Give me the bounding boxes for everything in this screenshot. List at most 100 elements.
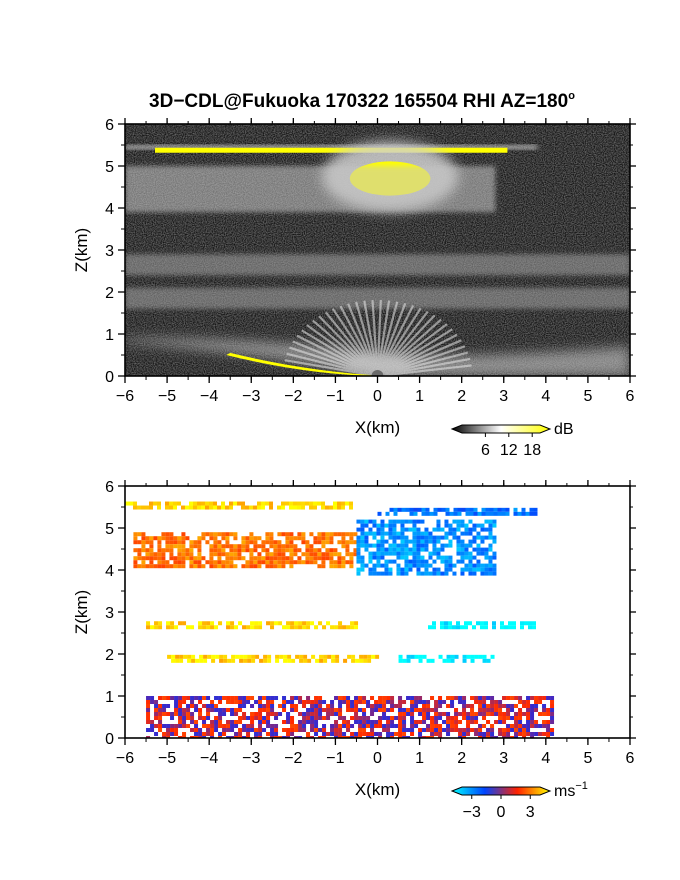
velocity-pixel [338, 621, 343, 626]
velocity-pixel [452, 531, 457, 536]
velocity-pixel [512, 621, 516, 626]
velocity-pixel [295, 654, 300, 659]
velocity-pixel [346, 696, 351, 700]
velocity-pixel [322, 728, 327, 732]
velocity-pixel [261, 560, 266, 565]
velocity-pixel [492, 567, 497, 572]
velocity-pixel [269, 552, 274, 557]
velocity-pixel [494, 704, 499, 708]
velocity-pixel [478, 728, 483, 732]
velocity-pixel [424, 531, 429, 536]
velocity-pixel [426, 658, 431, 663]
velocity-pixel [362, 712, 367, 716]
velocity-pixel [226, 696, 231, 700]
velocity-pixel [416, 535, 421, 540]
velocity-pixel [250, 728, 255, 732]
velocity-pixel [341, 556, 346, 561]
velocity-pixel [402, 736, 407, 738]
velocity-pixel [502, 728, 507, 732]
velocity-pixel [506, 696, 511, 700]
velocity-pixel [384, 547, 389, 552]
velocity-pixel [314, 708, 319, 712]
velocity-pixel [418, 696, 423, 700]
velocity-pixel [384, 559, 389, 564]
velocity-pixel [329, 556, 334, 561]
velocity-pixel [448, 567, 453, 572]
velocity-pixel [125, 501, 129, 506]
velocity-pixel [285, 544, 290, 549]
velocity-pixel [429, 511, 434, 516]
velocity-pixel [286, 736, 291, 738]
velocity-pixel [338, 712, 343, 716]
feature-layer-1-9-km-west [167, 654, 380, 663]
velocity-pixel [450, 720, 455, 724]
velocity-pixel [422, 716, 427, 720]
velocity-pixel [322, 708, 327, 712]
velocity-pixel [488, 535, 493, 540]
velocity-pixel [460, 625, 464, 630]
velocity-pixel [440, 559, 445, 564]
velocity-pixel [149, 540, 154, 545]
velocity-pixel [326, 732, 331, 736]
velocity-pixel [356, 543, 361, 548]
velocity-pixel [513, 507, 518, 512]
velocity-pixel [229, 544, 234, 549]
colorbar-unit: ms−1 [554, 780, 588, 800]
velocity-pixel [354, 625, 359, 630]
figure-title: 3D−CDL@Fukuoka 170322 165504 RHI AZ=180o [149, 90, 575, 112]
velocity-pixel [421, 511, 426, 516]
velocity-pixel [390, 704, 395, 708]
velocity-pixel [438, 654, 443, 659]
velocity-pixel [334, 708, 339, 712]
velocity-pixel [229, 556, 234, 561]
velocity-pixel [508, 625, 512, 630]
velocity-pixel [398, 732, 403, 736]
velocity-pixel [341, 501, 345, 506]
velocity-pixel [237, 552, 242, 557]
velocity-pixel [225, 532, 230, 537]
velocity-pixel [246, 716, 251, 720]
velocity-pixel [166, 712, 171, 716]
velocity-pixel [454, 712, 459, 716]
velocity-pixel [202, 720, 207, 724]
velocity-pixel [309, 548, 314, 553]
velocity-pixel [262, 708, 267, 712]
velocity-pixel [154, 712, 159, 716]
velocity-pixel [141, 548, 146, 553]
velocity-pixel [177, 548, 182, 553]
velocity-pixel [185, 536, 190, 541]
velocity-pixel [353, 552, 358, 557]
velocity-pixel [550, 720, 555, 724]
velocity-pixel [482, 654, 487, 659]
velocity-pixel [253, 548, 258, 553]
velocity-pixel [221, 552, 226, 557]
beam-ray [377, 357, 471, 376]
velocity-pixel [378, 720, 383, 724]
velocity-pixel [466, 724, 471, 728]
velocity-pixel [325, 536, 330, 541]
velocity-pixel [190, 704, 195, 708]
velocity-pixel [187, 654, 192, 659]
velocity-pixel [297, 560, 302, 565]
velocity-pixel [223, 654, 228, 659]
velocity-pixel [418, 732, 423, 736]
velocity-pixel [542, 704, 547, 708]
velocity-pixel [338, 704, 343, 708]
velocity-pixel [258, 696, 263, 700]
velocity-pixel [366, 724, 371, 728]
velocity-pixel [278, 621, 283, 626]
velocity-pixel [392, 543, 397, 548]
velocity-pixel [269, 505, 273, 510]
velocity-pixel [534, 696, 539, 700]
velocity-pixel [321, 560, 326, 565]
velocity-pixel [283, 658, 288, 663]
velocity-pixel [297, 532, 302, 537]
velocity-pixel [457, 507, 462, 512]
velocity-pixel [404, 535, 409, 540]
velocity-pixel [289, 505, 293, 510]
velocity-pixel [404, 539, 409, 544]
velocity-pixel [418, 654, 423, 659]
velocity-pixel [502, 712, 507, 716]
velocity-pixel [346, 728, 351, 732]
